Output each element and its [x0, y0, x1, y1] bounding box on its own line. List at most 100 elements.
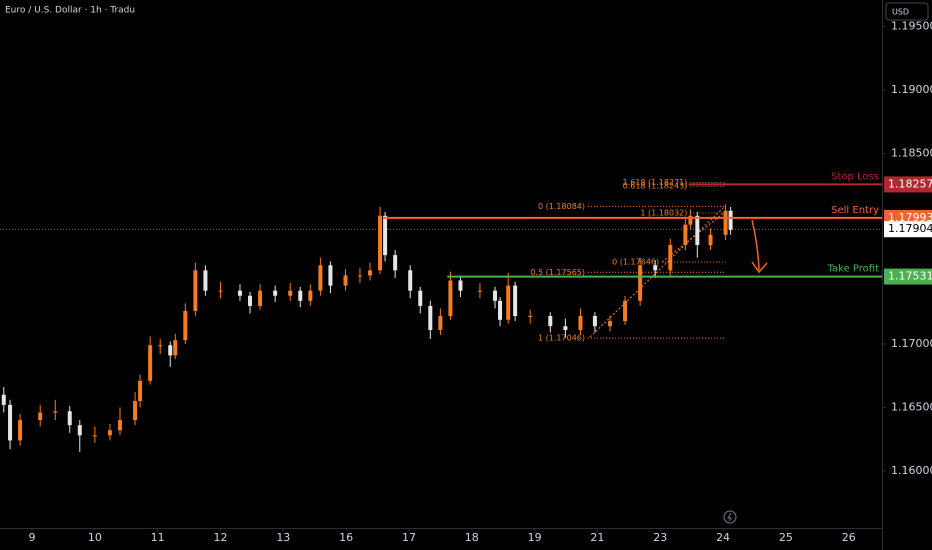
candle-body [18, 420, 23, 441]
candle-body [53, 411, 58, 413]
candle-body [548, 316, 553, 327]
candle-body [343, 275, 348, 286]
y-tick-label: 1.18500 [891, 147, 932, 160]
candle-body [448, 280, 453, 317]
fib-label: 1 (1.17046) [538, 334, 585, 343]
fib-label: 1 (1.18032) [640, 208, 687, 217]
x-tick-label: 17 [402, 531, 416, 544]
x-tick-label: 26 [842, 531, 856, 544]
x-tick-label: 24 [716, 531, 730, 544]
x-tick-label: 18 [465, 531, 479, 544]
candle-body [77, 425, 82, 436]
candle-body [357, 275, 362, 277]
candle-body [173, 340, 178, 356]
sell-arrow-head [751, 261, 768, 274]
fib-trendline [661, 211, 726, 263]
candle-body [158, 345, 163, 347]
y-tick-label: 1.16500 [891, 400, 932, 413]
fib-label: 1.618 (1.18271) [623, 178, 688, 187]
current-price-label: 1.17904 [888, 222, 932, 235]
x-tick-label: 23 [653, 531, 667, 544]
y-tick-label: 1.17000 [891, 337, 932, 350]
event-icon-bolt [727, 512, 732, 522]
candle-body [218, 290, 223, 292]
candle-body [203, 270, 208, 291]
candle-body [298, 290, 303, 301]
candle-body [378, 215, 383, 271]
y-tick-label: 1.19500 [891, 20, 932, 33]
current-price-box [884, 221, 932, 238]
candle-body [688, 215, 693, 225]
candle-body [623, 300, 628, 322]
candle-body [38, 412, 43, 421]
candle-body [683, 224, 688, 245]
candle-body [92, 435, 97, 437]
candle-body [578, 316, 583, 330]
candle-body [563, 326, 568, 330]
candle-body [506, 285, 511, 320]
level-name: Take Profit [827, 264, 880, 275]
candle-body [133, 401, 138, 421]
x-tick-label: 25 [779, 531, 793, 544]
candle-body [638, 265, 643, 301]
candle-body [513, 285, 518, 317]
candle-body [528, 316, 533, 318]
candle-body [258, 290, 263, 306]
candle-body [107, 430, 112, 436]
candle-body [653, 265, 658, 271]
level-price-label: 1.18257 [888, 177, 932, 190]
level-name: Stop Loss [831, 171, 879, 182]
y-tick-label: 1.16000 [891, 464, 932, 477]
candle-body [328, 265, 333, 286]
fib-label: 0.618 (1.18243) [623, 182, 688, 191]
candle-body [708, 234, 713, 245]
x-tick-label: 19 [528, 531, 542, 544]
level-name: Sell Entry [831, 205, 879, 216]
y-tick-label: 1.19000 [891, 83, 932, 96]
fib-label: 0.5 (1.17565) [530, 268, 585, 277]
candle-body [728, 210, 733, 230]
candle-body [592, 316, 597, 327]
fib-trendline [589, 205, 726, 338]
level-price-label: 1.17993 [888, 211, 932, 224]
candle-body [168, 345, 173, 356]
candle-body [428, 305, 433, 330]
candle-body [498, 300, 503, 320]
candle-body [8, 404, 13, 441]
x-tick-label: 10 [88, 531, 102, 544]
level-price-box [884, 176, 932, 193]
candle-body [193, 270, 198, 311]
currency-box[interactable] [885, 2, 929, 21]
sell-arrow [751, 219, 760, 271]
candle-body [408, 270, 413, 291]
candle-body [607, 321, 612, 327]
candle-body [438, 316, 443, 330]
candle-body [288, 290, 293, 296]
x-tick-label: 13 [276, 531, 290, 544]
candle-body [318, 265, 323, 291]
candle-body [308, 290, 313, 301]
candle-body [458, 280, 463, 291]
candle-body [383, 215, 388, 256]
candle-body [393, 255, 398, 271]
candle-body [148, 345, 153, 381]
candle-body [493, 290, 498, 301]
candle-body [368, 270, 373, 276]
x-tick-label: 12 [214, 531, 228, 544]
candle-body [695, 215, 700, 245]
candle-body [1, 394, 6, 405]
candle-body [67, 411, 72, 426]
x-tick-label: 11 [151, 531, 165, 544]
event-icon[interactable] [723, 510, 737, 524]
x-tick-label: 16 [339, 531, 353, 544]
candle-body [237, 290, 242, 296]
currency[interactable]: USD [892, 8, 909, 17]
level-price-box [884, 268, 932, 285]
fib-label: 0 (1.17646) [612, 257, 659, 266]
candle-body [138, 380, 143, 402]
candle-body [183, 310, 188, 341]
candle-body [273, 290, 278, 296]
x-tick-label: 21 [590, 531, 604, 544]
